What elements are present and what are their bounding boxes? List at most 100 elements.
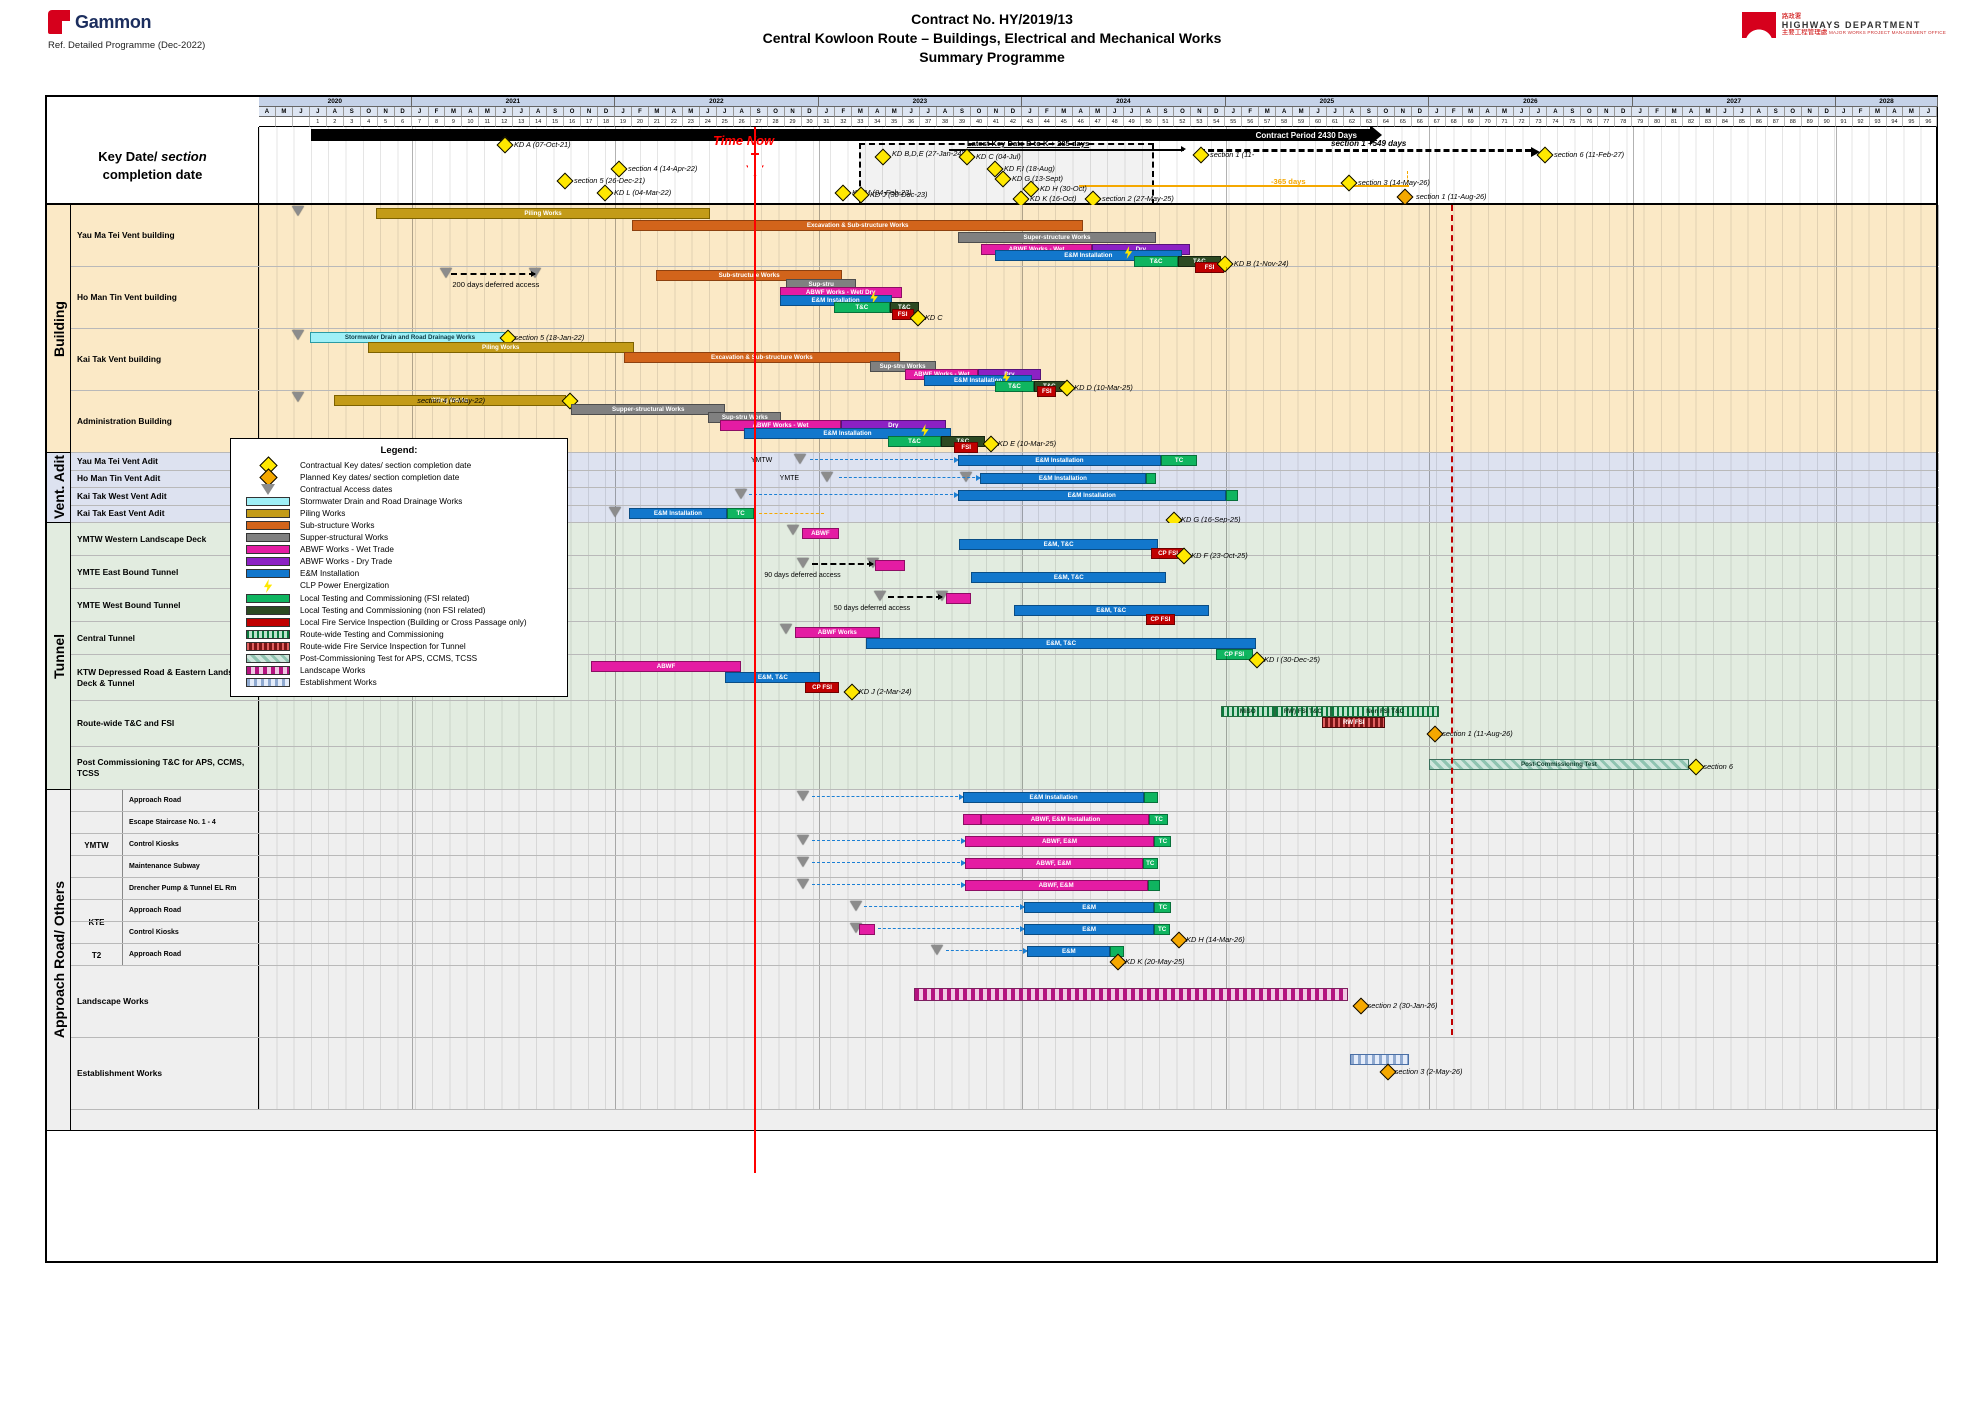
gantt-bar[interactable]: Non FSI T&C xyxy=(1330,706,1440,717)
gantt-row: Maintenance Subway ABWF, E&M TC xyxy=(71,856,1939,878)
gantt-bar[interactable]: CP FSI xyxy=(1145,614,1175,625)
gantt-bar[interactable]: ABWF, E&M xyxy=(964,858,1143,869)
timescale-month-cell: O xyxy=(767,107,785,117)
month-gridlines xyxy=(259,1038,1936,1109)
gantt-bar[interactable]: TC xyxy=(1154,836,1172,847)
gantt-bar[interactable]: E&M, T&C xyxy=(971,572,1167,583)
gantt-row-label: Maintenance Subway xyxy=(123,856,259,877)
year-gridline xyxy=(411,701,413,746)
gantt-bar[interactable] xyxy=(1144,792,1158,803)
gantt-bar[interactable]: E&M xyxy=(1023,902,1155,913)
gantt-bar[interactable]: Sub-structure Works xyxy=(655,270,843,281)
gantt-bar[interactable]: T&C xyxy=(1134,256,1179,267)
gantt-bar[interactable]: E&M, T&C xyxy=(1013,605,1209,616)
link-arrowhead xyxy=(953,457,959,463)
gantt-bar[interactable] xyxy=(874,560,906,571)
gantt-bar[interactable]: T&C xyxy=(888,436,941,447)
gantt-bar[interactable]: E&M Installation xyxy=(744,428,951,439)
gantt-bar[interactable]: E&M Installation xyxy=(923,375,1033,386)
highways-department-text: 路政署 HIGHWAYS DEPARTMENT 主要工程管理處 MAJOR WO… xyxy=(1782,13,1946,37)
gantt-bar[interactable]: TC xyxy=(1154,924,1170,935)
gantt-bar[interactable]: ABWF xyxy=(591,661,741,672)
timescale-number-cell: 81 xyxy=(1666,117,1684,127)
gantt-bar[interactable]: Piling Works xyxy=(367,342,634,353)
gantt-bar[interactable]: Super-structure Works xyxy=(957,232,1157,243)
gantt-bar[interactable]: E&M Installation xyxy=(628,507,728,519)
year-gridline xyxy=(1225,944,1227,965)
gantt-row-grid: E&M TC KD H (14-Mar-26) xyxy=(259,922,1939,949)
legend-item-label: Contractual Key dates/ section completio… xyxy=(300,460,472,470)
gantt-bar[interactable]: FSI xyxy=(954,442,979,453)
gantt-row-grid: Post-Commissioning Test section 6 xyxy=(259,747,1939,789)
year-gridline xyxy=(615,556,617,588)
gantt-bar[interactable]: T&C xyxy=(995,381,1035,392)
gantt-bar[interactable]: RW FSI xyxy=(1322,717,1386,728)
gantt-bar[interactable]: TC xyxy=(1154,902,1172,913)
gantt-bar[interactable]: Supper-structural Works xyxy=(571,404,726,415)
legend-item: ABWF Works - Wet Trade xyxy=(239,544,559,556)
gantt-bar[interactable]: MiSO xyxy=(1220,706,1275,717)
timescale-number-cell: 70 xyxy=(1479,117,1497,127)
gantt-bar[interactable]: ABWF Works xyxy=(794,627,880,638)
gantt-bar[interactable]: Post-Commissioning Test xyxy=(1429,759,1689,770)
gantt-bar[interactable]: ABWF xyxy=(801,528,839,539)
year-gridline xyxy=(615,701,617,746)
band-category-label: Vent. Adit xyxy=(47,453,71,522)
year-gridline xyxy=(1429,470,1431,487)
gantt-row: Escape Staircase No. 1 - 4 ABWF, E&M Inst… xyxy=(71,812,1939,834)
gantt-row-label: Control Kiosks xyxy=(123,922,259,943)
year-gridline xyxy=(1429,267,1431,328)
gantt-bar[interactable] xyxy=(945,593,972,604)
gantt-bar[interactable]: TC xyxy=(1142,858,1158,869)
gantt-bar[interactable] xyxy=(1145,472,1157,484)
gantt-bar[interactable]: Sup-stru Works xyxy=(869,361,936,372)
gantt-bar[interactable] xyxy=(1147,880,1160,891)
timescale-number-cell: 41 xyxy=(987,117,1005,127)
gantt-bar[interactable]: Excavation & Sub-structure Works xyxy=(623,352,901,363)
gantt-bar[interactable]: E&M xyxy=(1023,924,1155,935)
gantt-bar[interactable]: RW) FSI T&C xyxy=(1274,706,1331,717)
timescale-month-cell: D xyxy=(801,107,819,117)
key-date-title-line1: Key Date/ section completion date xyxy=(98,149,207,182)
timescale-number-cell: 64 xyxy=(1377,117,1395,127)
gantt-bar[interactable] xyxy=(1349,1054,1409,1065)
gantt-bar[interactable]: ABWF, E&M xyxy=(964,836,1155,847)
timescale-number-cell: 13 xyxy=(513,117,531,127)
time-now-label: Time Now xyxy=(713,133,775,148)
gantt-bar[interactable]: E&M xyxy=(1027,946,1111,957)
gantt-bar[interactable]: E&M Installation xyxy=(957,455,1162,466)
year-gridline xyxy=(615,900,617,921)
gantt-bar[interactable]: Excavation & Sub-structure Works xyxy=(632,220,1084,231)
legend-item-label: E&M Installation xyxy=(300,569,360,579)
gantt-bar[interactable]: ABWF, E&M Installation xyxy=(981,814,1150,825)
gantt-bar[interactable] xyxy=(1225,490,1238,501)
gantt-bar[interactable] xyxy=(859,924,875,935)
timescale-month-cell: J xyxy=(818,107,836,117)
gantt-bar[interactable] xyxy=(913,988,1348,1001)
gantt-bar[interactable]: CP FSI xyxy=(805,682,839,693)
link-arrowhead xyxy=(958,794,964,800)
gantt-bar[interactable]: TC xyxy=(1161,455,1197,466)
gantt-bar[interactable]: Piling Works xyxy=(376,208,711,219)
year-gridline xyxy=(1225,453,1227,470)
gantt-bar[interactable] xyxy=(962,814,982,825)
gantt-bar[interactable]: T&C xyxy=(833,302,890,313)
year-gridline xyxy=(615,944,617,965)
gantt-bar[interactable]: ABWF, E&M xyxy=(964,880,1148,891)
timescale-number-cell: 62 xyxy=(1344,117,1361,127)
gantt-bar[interactable]: E&M, T&C xyxy=(866,638,1257,649)
milestone-label: KD K (20-May-25) xyxy=(1125,957,1185,966)
gantt-bar[interactable]: E&M Installation xyxy=(979,472,1146,484)
gantt-bar[interactable]: E&M, T&C xyxy=(725,672,821,683)
gantt-bar[interactable]: TC xyxy=(1149,814,1169,825)
section1-planned-line xyxy=(1451,205,1453,1035)
gantt-bar[interactable]: E&M Installation xyxy=(995,250,1182,261)
gantt-bar[interactable]: E&M, T&C xyxy=(959,539,1158,550)
gantt-bar[interactable]: TC xyxy=(727,507,755,519)
milestone-label: KD A (07-Oct-21) xyxy=(514,140,571,149)
gantt-bar[interactable]: E&M Installation xyxy=(957,490,1226,501)
timescale-number-cell: 91 xyxy=(1835,117,1853,127)
timescale-month-cell: M xyxy=(682,107,700,117)
gantt-bar[interactable]: FSI xyxy=(1037,386,1057,397)
gantt-bar[interactable]: E&M Installation xyxy=(962,792,1145,803)
